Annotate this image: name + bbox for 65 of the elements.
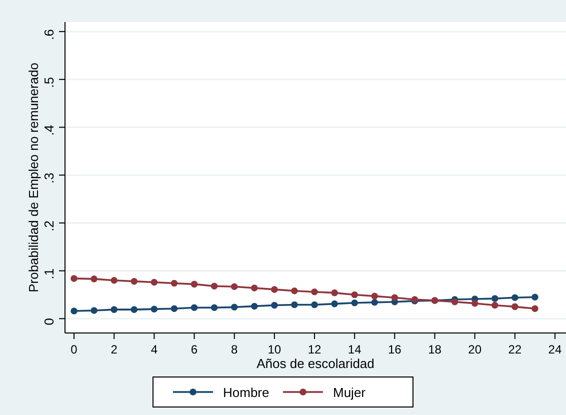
point [532, 305, 538, 312]
point [311, 288, 318, 296]
point [512, 303, 518, 310]
y-tick-label: .1 [41, 268, 56, 280]
point [331, 289, 338, 296]
point [170, 280, 178, 287]
point [491, 302, 498, 309]
y-tick-label: .4 [41, 124, 56, 136]
point [90, 307, 98, 314]
point [471, 300, 478, 307]
x-tick-label: 16 [388, 342, 402, 357]
x-tick-label: 10 [268, 342, 282, 357]
y-tick-label: .5 [41, 76, 56, 88]
point [351, 291, 358, 298]
point [110, 276, 118, 284]
y-tick-label: .2 [41, 220, 56, 232]
point [371, 299, 378, 306]
legend-label: Hombre [223, 385, 270, 400]
point [311, 301, 318, 308]
x-tick-label: 4 [150, 342, 158, 357]
point [130, 278, 138, 285]
y-tick-label: .6 [41, 29, 56, 40]
point [230, 304, 238, 311]
point [351, 299, 358, 306]
point [331, 300, 338, 308]
x-axis-title: Años de escolaridad [256, 356, 374, 371]
point [150, 278, 158, 286]
x-tick-label: 0 [70, 342, 78, 357]
point [291, 288, 298, 294]
point [532, 294, 538, 300]
point [230, 283, 238, 290]
x-tick-label: 12 [308, 342, 322, 357]
x-tick-label: 22 [508, 342, 522, 357]
x-tick-label: 24 [548, 342, 562, 357]
point [391, 294, 398, 301]
point [271, 302, 278, 309]
point [250, 284, 258, 292]
x-tick-label: 8 [230, 342, 238, 357]
point [90, 276, 98, 282]
point [271, 286, 278, 293]
y-tick-label: 0 [41, 318, 56, 326]
point [371, 292, 378, 300]
x-tick-label: 6 [190, 342, 198, 357]
point [170, 305, 178, 312]
x-tick-label: 14 [348, 342, 362, 357]
point [250, 302, 258, 310]
legend-label: Mujer [333, 385, 366, 400]
point [190, 280, 198, 288]
point [291, 301, 298, 308]
x-tick-label: 2 [110, 342, 118, 357]
point [210, 304, 218, 312]
point [512, 294, 518, 301]
point [210, 282, 218, 290]
point [190, 304, 198, 312]
point [150, 306, 158, 312]
x-tick-label: 18 [428, 342, 442, 357]
point [130, 306, 138, 313]
point [110, 306, 118, 313]
x-tick-label: 20 [468, 342, 482, 357]
point [70, 275, 78, 282]
point [451, 298, 458, 306]
point [491, 295, 498, 302]
y-axis-title: Probabilidad de Empleo no remunerado [26, 62, 41, 292]
y-tick-label: .3 [41, 172, 56, 184]
point [70, 308, 78, 314]
